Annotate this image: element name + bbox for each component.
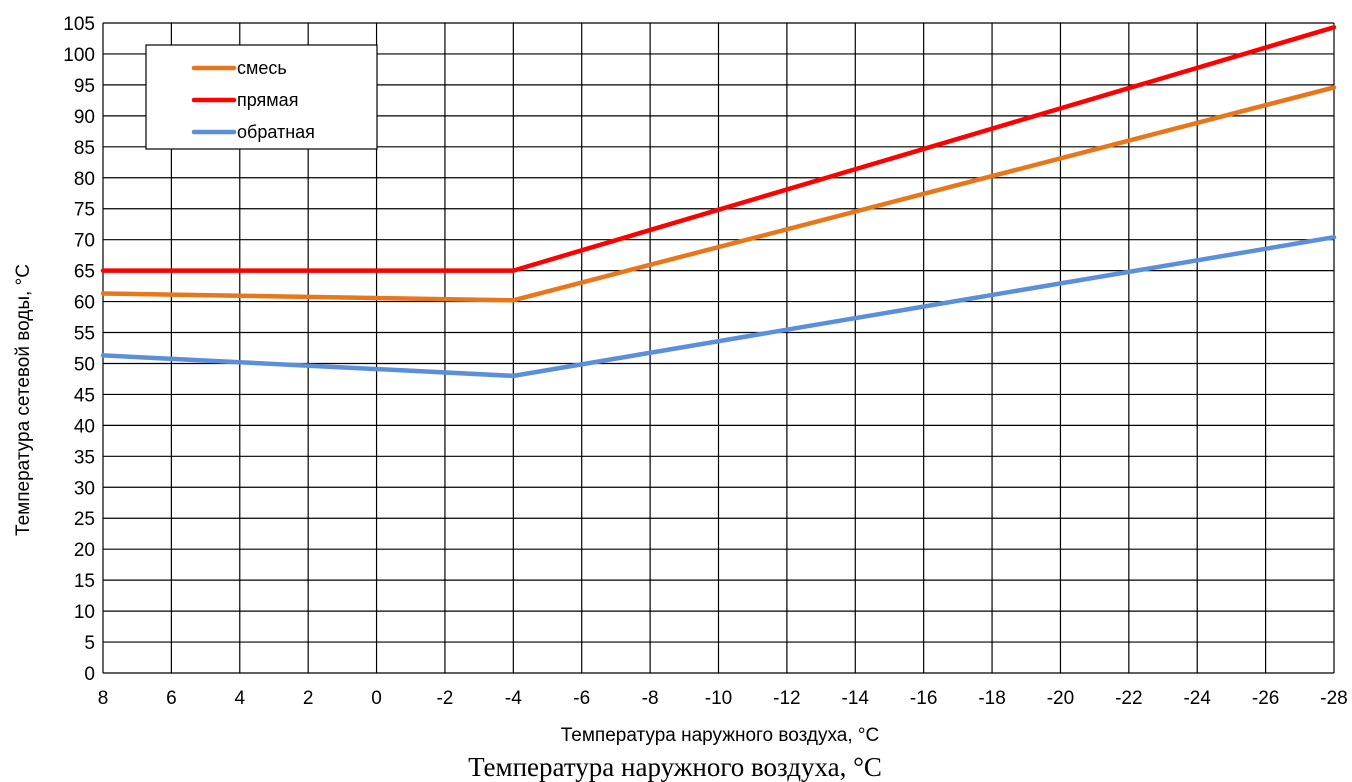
legend-label: прямая bbox=[237, 90, 298, 110]
y-tick-label: 65 bbox=[74, 262, 95, 283]
y-axis-label: Температура сетевой воды, °С bbox=[13, 264, 34, 536]
legend-label: смесь bbox=[237, 58, 287, 78]
series-lines bbox=[100, 25, 1337, 379]
y-tick-label: 15 bbox=[74, 571, 95, 592]
y-tick-label: 40 bbox=[74, 416, 95, 437]
x-tick-label: -12 bbox=[773, 688, 800, 709]
legend: смесь прямая обратная bbox=[145, 44, 378, 150]
y-tick-label: 60 bbox=[74, 293, 95, 314]
x-tick-label: -14 bbox=[842, 688, 870, 709]
x-tick-label: -26 bbox=[1252, 688, 1279, 709]
x-tick-label: -18 bbox=[978, 688, 1005, 709]
x-tick-label: -20 bbox=[1047, 688, 1074, 709]
y-tick-label: 20 bbox=[74, 540, 95, 561]
x-tick-label: -24 bbox=[1183, 688, 1211, 709]
x-tick-label: -6 bbox=[573, 688, 590, 709]
grid bbox=[102, 22, 1335, 674]
axis-labels: Температура сетевой воды, °С Температура… bbox=[13, 264, 882, 782]
x-axis-label: Температура наружного воздуха, °С bbox=[561, 725, 879, 746]
x-tick-label: 2 bbox=[303, 688, 314, 709]
x-tick-label: 4 bbox=[234, 688, 245, 709]
x-axis-caption: Температура наружного воздуха, °С bbox=[468, 752, 882, 782]
series-line-обратная bbox=[100, 234, 1337, 379]
legend-box bbox=[145, 44, 378, 150]
x-tick-label: 8 bbox=[98, 688, 109, 709]
series-line-смесь bbox=[100, 85, 1337, 303]
y-tick-label: 25 bbox=[74, 509, 95, 530]
y-tick-label: 0 bbox=[84, 664, 95, 685]
y-tick-label: 30 bbox=[74, 478, 95, 499]
y-tick-labels: 0 5 10 15 20 25 30 35 40 45 50 55 60 65 70 75 80 85 90 95 10… bbox=[63, 14, 95, 685]
y-tick-label: 85 bbox=[74, 138, 95, 159]
series-line-прямая bbox=[100, 25, 1337, 273]
y-tick-label: 90 bbox=[74, 107, 95, 128]
y-tick-label: 80 bbox=[74, 169, 95, 190]
y-tick-label: 50 bbox=[74, 354, 95, 375]
x-tick-label: -22 bbox=[1115, 688, 1142, 709]
x-tick-label: -2 bbox=[436, 688, 453, 709]
x-tick-label: -10 bbox=[705, 688, 732, 709]
x-tick-label: -28 bbox=[1320, 688, 1347, 709]
y-tick-label: 105 bbox=[63, 14, 95, 35]
y-tick-label: 55 bbox=[74, 324, 95, 345]
y-tick-label: 5 bbox=[84, 633, 95, 654]
x-tick-labels: 8 6 4 2 0 -2 -4 -6 -8 -10 -12 -14 -16 -18 -20 -22 -24 -26… bbox=[98, 688, 1348, 709]
y-tick-label: 45 bbox=[74, 385, 95, 406]
y-tick-label: 95 bbox=[74, 76, 95, 97]
x-tick-label: 0 bbox=[371, 688, 382, 709]
y-tick-label: 10 bbox=[74, 602, 95, 623]
x-tick-label: -8 bbox=[642, 688, 659, 709]
y-tick-label: 100 bbox=[63, 45, 95, 66]
y-tick-label: 35 bbox=[74, 447, 95, 468]
legend-label: обратная bbox=[237, 122, 315, 142]
x-tick-label: -16 bbox=[910, 688, 937, 709]
y-tick-label: 75 bbox=[74, 200, 95, 221]
y-tick-label: 70 bbox=[74, 231, 95, 252]
x-tick-label: 6 bbox=[166, 688, 177, 709]
x-tick-label: -4 bbox=[505, 688, 522, 709]
